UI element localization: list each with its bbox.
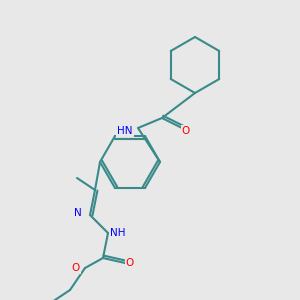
Text: NH: NH [110,228,125,238]
Text: HN: HN [118,126,133,136]
Text: O: O [182,126,190,136]
Text: O: O [72,263,80,273]
Text: N: N [74,208,82,218]
Text: O: O [126,258,134,268]
